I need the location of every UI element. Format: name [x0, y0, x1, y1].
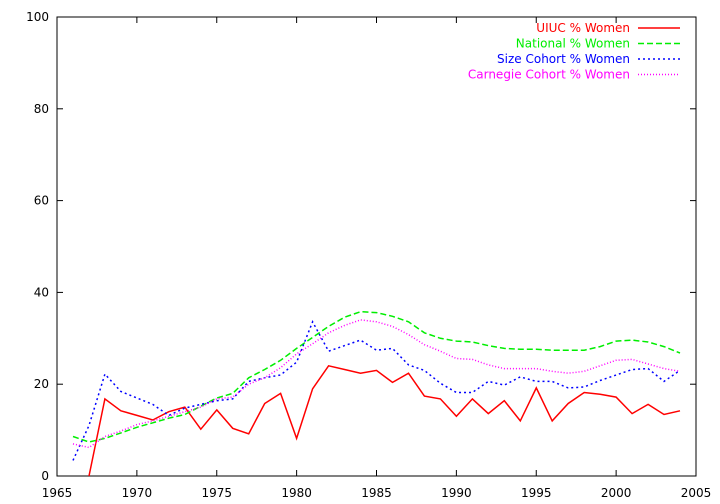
series-line-carnegie-cohort-women: [72, 319, 681, 449]
y-tick-label: 0: [41, 469, 49, 483]
legend-label-national-women: National % Women: [516, 37, 630, 51]
plot-frame: [56, 16, 697, 477]
legend-label-carnegie-cohort-women: Carnegie Cohort % Women: [468, 68, 630, 82]
y-tick-label: 60: [34, 194, 49, 208]
y-tick-label: 20: [34, 377, 49, 391]
series-lines: [72, 310, 681, 477]
axes: 1965 1970 1975 1980 1985 1990 1995 2000 2005 0 20 4…: [26, 10, 711, 500]
x-tick-label: 2005: [681, 486, 712, 500]
legend-label-uiuc-women: UIUC % Women: [536, 21, 630, 35]
x-tick-label: 1995: [521, 486, 552, 500]
y-tick-label: 80: [34, 102, 49, 116]
series-line-size-cohort-women: [72, 320, 681, 461]
y-tick-label: 40: [34, 285, 49, 299]
series-line-national-women: [72, 310, 681, 443]
x-tick-label: 1985: [361, 486, 392, 500]
series-line-uiuc-women: [88, 364, 681, 477]
y-tick-label: 100: [26, 10, 49, 24]
x-tick-label: 1970: [122, 486, 153, 500]
legend-label-size-cohort-women: Size Cohort % Women: [497, 52, 630, 66]
x-tick-label: 1980: [281, 486, 312, 500]
x-tick-label: 1975: [201, 486, 232, 500]
x-tick-label: 1965: [42, 486, 73, 500]
x-tick-label: 1990: [441, 486, 472, 500]
x-tick-label: 2000: [601, 486, 632, 500]
